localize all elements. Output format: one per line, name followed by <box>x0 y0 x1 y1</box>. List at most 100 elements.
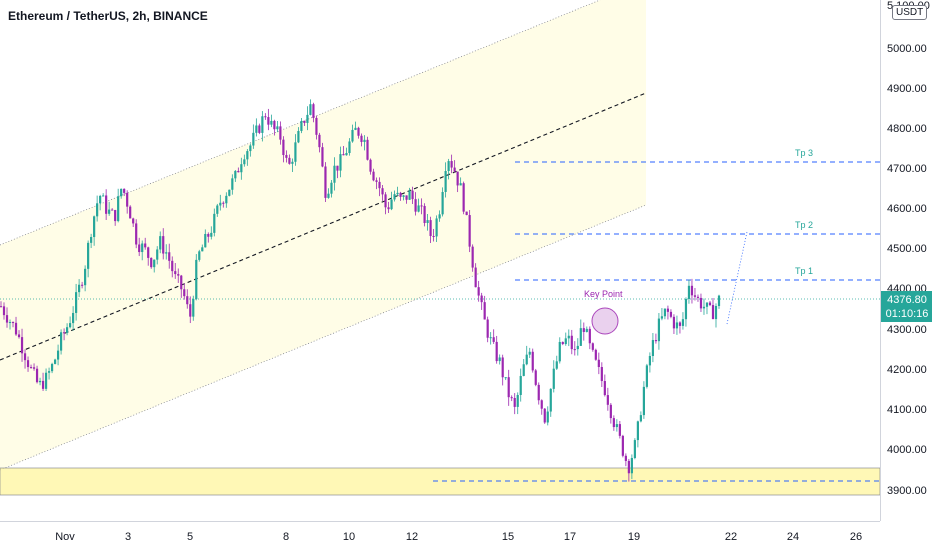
candle-body <box>390 199 393 210</box>
candle-body <box>342 154 345 156</box>
candle-body <box>480 295 483 303</box>
time-tick: 10 <box>342 531 356 543</box>
candle-body <box>495 341 498 362</box>
currency-selector[interactable]: USDT <box>892 5 928 20</box>
candle-body <box>2 306 6 316</box>
time-tick: 22 <box>724 531 738 543</box>
price-tick: 3900.00 <box>887 485 927 497</box>
candle-body <box>522 364 525 376</box>
candle-body <box>213 213 216 233</box>
candle-body <box>123 188 126 193</box>
candle-body <box>279 126 282 140</box>
candle-body <box>120 188 123 197</box>
price-chart[interactable] <box>0 0 880 521</box>
candle-body <box>456 171 459 186</box>
candle-body <box>666 308 670 312</box>
candle-body <box>621 435 624 456</box>
candle-body <box>594 349 597 360</box>
candle-body <box>306 114 309 123</box>
candle-body <box>44 372 48 389</box>
candle-body <box>429 220 432 237</box>
candle-body <box>516 394 519 407</box>
candle-body <box>309 104 312 115</box>
candle-body <box>117 196 120 222</box>
candle-body <box>369 159 372 172</box>
candle-body <box>384 194 387 208</box>
candle-body <box>474 267 477 288</box>
candle-body <box>510 397 513 399</box>
candle-body <box>192 298 195 317</box>
candle-body <box>597 359 600 368</box>
candle-body <box>237 170 240 173</box>
candle-body <box>642 386 645 416</box>
candle-body <box>444 170 447 192</box>
candle-body <box>660 316 664 319</box>
candle-body <box>56 350 60 360</box>
candle-body <box>240 164 243 173</box>
candle-body <box>150 257 153 268</box>
candle-body <box>690 285 694 296</box>
candle-body <box>351 129 354 142</box>
candle-body <box>654 340 658 342</box>
chart-area[interactable]: Ethereum / TetherUS, 2h, BINANCE Tp 3 Tp… <box>0 0 880 521</box>
candle-body <box>108 209 111 214</box>
candle-body <box>633 440 636 458</box>
price-tick: 4500.00 <box>887 243 927 255</box>
candle-body <box>59 332 63 351</box>
candle-body <box>612 418 615 428</box>
candles-group <box>0 99 721 482</box>
candle-body <box>366 139 369 160</box>
candle-body <box>50 363 54 372</box>
time-axis[interactable]: Nov 3 5 8 10 12 15 17 19 22 24 26 <box>0 521 880 551</box>
candle-body <box>681 319 685 326</box>
candle-body <box>198 251 201 260</box>
candle-body <box>189 304 192 317</box>
candle-body <box>225 195 228 204</box>
candle-body <box>567 335 570 339</box>
candle-body <box>558 341 561 362</box>
candle-body <box>153 259 156 268</box>
candle-body <box>204 233 207 248</box>
candle-body <box>62 332 66 334</box>
candle-body <box>525 354 528 365</box>
candle-body <box>576 345 579 350</box>
candle-body <box>222 202 225 204</box>
candle-body <box>126 192 129 207</box>
candle-body <box>528 351 531 355</box>
time-tick: 8 <box>282 531 290 543</box>
time-tick: 15 <box>501 531 515 543</box>
candle-body <box>20 337 24 354</box>
candle-body <box>102 195 105 197</box>
price-tick: 4600.00 <box>887 203 927 215</box>
candle-body <box>315 117 318 135</box>
key-point-label: Key Point <box>584 289 623 299</box>
candle-body <box>678 322 682 326</box>
candle-body <box>438 214 441 219</box>
candle-body <box>72 312 75 324</box>
candle-body <box>144 243 147 248</box>
candle-body <box>249 145 252 152</box>
candle-body <box>387 207 390 210</box>
candle-body <box>291 161 294 164</box>
candle-body <box>114 210 117 222</box>
candle-body <box>714 305 718 320</box>
candle-body <box>393 194 396 200</box>
candle-body <box>459 183 462 186</box>
candle-body <box>381 188 384 195</box>
candle-body <box>561 341 564 345</box>
candle-body <box>111 209 114 211</box>
candle-body <box>162 236 165 254</box>
candle-body <box>303 120 306 123</box>
candle-body <box>483 302 486 320</box>
candle-body <box>348 141 351 154</box>
candle-body <box>375 180 378 182</box>
last-price-value: 4376.80 <box>887 294 927 306</box>
price-axis[interactable]: 5,100.00 5000.00 4900.00 4800.00 4700.00… <box>880 0 932 521</box>
candle-body <box>38 380 42 383</box>
candle-body <box>687 285 691 299</box>
candle-body <box>615 424 618 428</box>
candle-body <box>600 367 603 382</box>
candle-body <box>684 298 688 320</box>
candle-body <box>624 455 627 461</box>
candle-body <box>294 142 297 162</box>
